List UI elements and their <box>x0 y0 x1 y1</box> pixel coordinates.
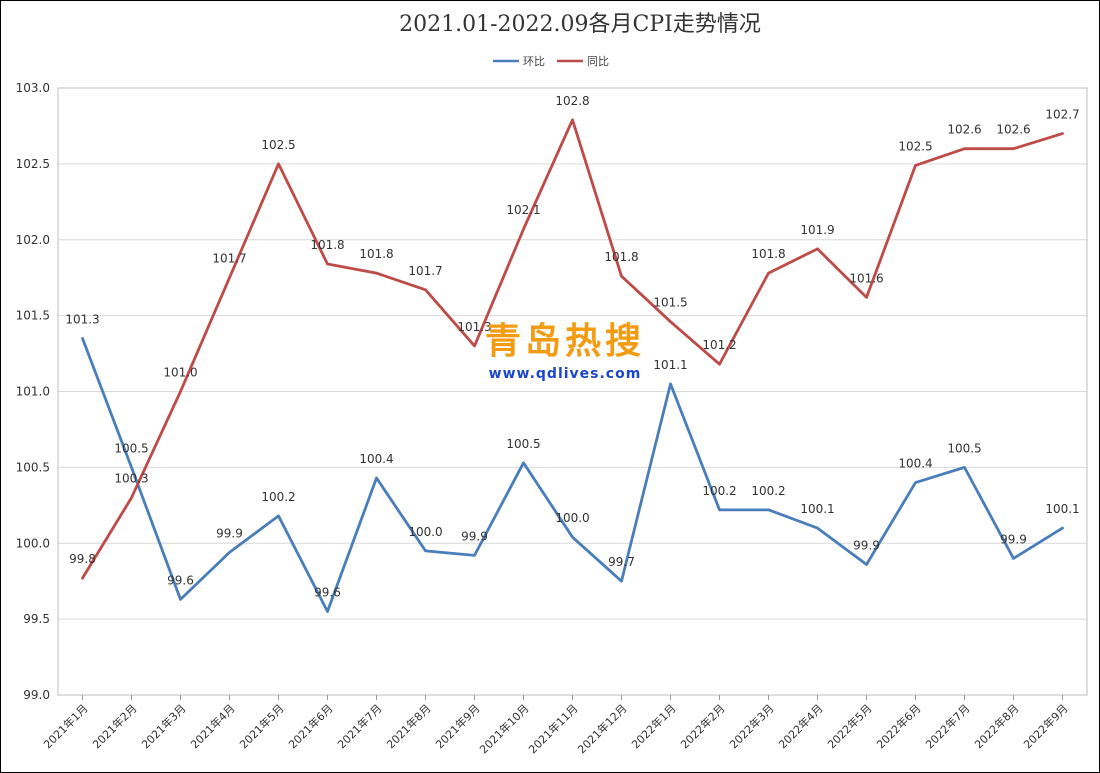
data-label: 100.0 <box>555 511 589 525</box>
y-tick-label: 103.0 <box>16 81 50 95</box>
data-label: 101.7 <box>212 252 246 266</box>
data-label: 100.2 <box>751 484 785 498</box>
x-tick-label: 2022年1月 <box>628 701 678 751</box>
data-label: 101.2 <box>702 338 736 352</box>
data-label: 99.6 <box>167 573 194 587</box>
x-tick-label: 2022年5月 <box>824 701 874 751</box>
x-tick-label: 2021年12月 <box>574 701 629 756</box>
data-label: 99.9 <box>461 529 488 543</box>
axes: 99.099.5100.0100.5101.0101.5102.0102.510… <box>16 81 1088 756</box>
data-label: 100.4 <box>898 457 932 471</box>
x-tick-label: 2021年11月 <box>525 701 580 756</box>
x-tick-label: 2021年8月 <box>383 701 433 751</box>
series-line <box>81 336 1064 613</box>
data-label: 101.8 <box>751 247 785 261</box>
legend-label: 同比 <box>587 55 609 68</box>
data-label: 102.6 <box>947 123 981 137</box>
data-label: 100.1 <box>800 502 834 516</box>
y-tick-label: 99.5 <box>23 612 50 626</box>
y-tick-label: 101.0 <box>16 385 50 399</box>
data-label: 102.1 <box>506 203 540 217</box>
x-tick-label: 2022年2月 <box>677 701 727 751</box>
x-tick-label: 2022年3月 <box>726 701 776 751</box>
data-label: 101.0 <box>163 366 197 380</box>
watermark-url: www.qdlives.com <box>489 366 642 382</box>
series-line <box>81 118 1064 580</box>
data-label: 102.5 <box>261 138 295 152</box>
data-label: 100.2 <box>702 484 736 498</box>
y-tick-label: 99.0 <box>23 688 50 702</box>
x-tick-label: 2021年5月 <box>236 701 286 751</box>
x-tick-label: 2021年3月 <box>138 701 188 751</box>
data-label: 101.8 <box>310 238 344 252</box>
y-tick-label: 101.5 <box>16 309 50 323</box>
data-label: 100.2 <box>261 490 295 504</box>
watermark-text: 青岛热搜 <box>485 321 645 362</box>
data-label: 100.4 <box>359 452 393 466</box>
data-label: 102.5 <box>898 139 932 153</box>
x-tick-label: 2021年6月 <box>285 701 335 751</box>
data-label: 99.9 <box>1000 532 1027 546</box>
y-tick-label: 100.5 <box>16 460 50 474</box>
x-tick-label: 2021年7月 <box>334 701 384 751</box>
watermark: 青岛热搜 www.qdlives.com <box>485 321 645 382</box>
data-label: 101.5 <box>653 296 687 310</box>
x-tick-label: 2022年9月 <box>1020 701 1070 751</box>
x-tick-label: 2021年1月 <box>40 701 90 751</box>
y-tick-label: 102.5 <box>16 157 50 171</box>
data-label: 101.3 <box>457 320 491 334</box>
y-tick-label: 102.0 <box>16 233 50 247</box>
series-group: 101.3 100.5 99.6 99.9 100.2 99.6 100.4 100.0 99.… <box>65 94 1080 613</box>
data-label: 100.1 <box>1045 502 1079 516</box>
legend-label: 环比 <box>523 55 545 68</box>
x-tick-label: 2022年4月 <box>775 701 825 751</box>
data-label: 100.3 <box>114 472 148 486</box>
x-tick-label: 2022年8月 <box>971 701 1021 751</box>
data-label: 101.8 <box>604 250 638 264</box>
data-label: 100.5 <box>114 441 148 455</box>
data-label: 102.8 <box>555 94 589 108</box>
data-label: 101.8 <box>359 247 393 261</box>
data-label: 101.7 <box>408 264 442 278</box>
x-tick-label: 2021年9月 <box>432 701 482 751</box>
data-label: 99.6 <box>314 586 341 600</box>
y-tick-label: 100.0 <box>16 536 50 550</box>
data-label: 99.8 <box>69 552 96 566</box>
chart-title: 2021.01-2022.09各月CPI走势情况 <box>399 12 761 37</box>
data-label: 102.7 <box>1045 108 1079 122</box>
data-label: 99.7 <box>608 555 635 569</box>
data-label: 100.0 <box>408 525 442 539</box>
data-label: 101.6 <box>849 271 883 285</box>
data-label: 101.1 <box>653 358 687 372</box>
legend: 环比 同比 <box>493 55 609 68</box>
x-tick-label: 2022年6月 <box>873 701 923 751</box>
data-label: 101.3 <box>65 312 99 326</box>
data-label: 101.9 <box>800 223 834 237</box>
data-label: 99.9 <box>216 526 243 540</box>
data-label: 102.6 <box>996 123 1030 137</box>
data-label: 99.9 <box>853 538 880 552</box>
data-label: 100.5 <box>506 437 540 451</box>
x-tick-label: 2021年2月 <box>89 701 139 751</box>
x-tick-label: 2022年7月 <box>922 701 972 751</box>
x-tick-label: 2021年10月 <box>476 701 531 756</box>
x-tick-label: 2021年4月 <box>187 701 237 751</box>
data-label: 100.5 <box>947 441 981 455</box>
